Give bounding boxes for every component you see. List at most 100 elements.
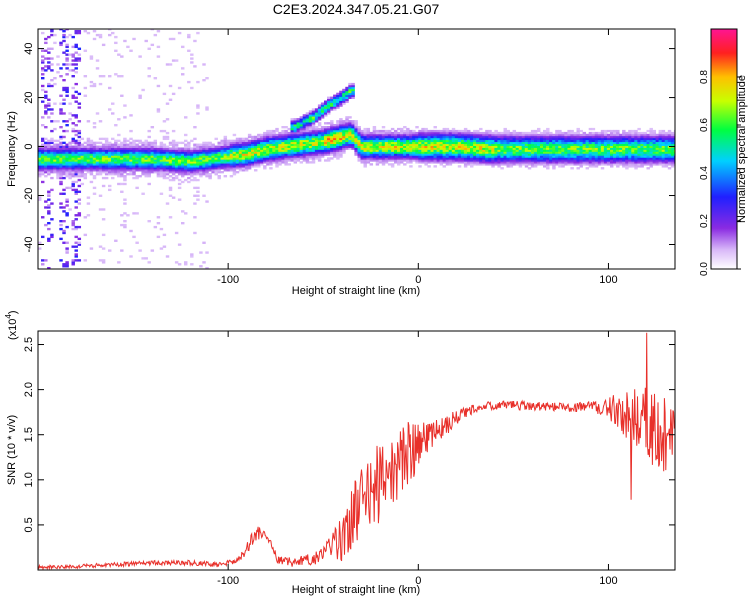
spectrogram-cell: [83, 161, 88, 164]
spectrogram-cell: [372, 159, 377, 162]
spectrogram-cell: [68, 118, 72, 121]
spectrogram-cell: [658, 163, 663, 166]
spectrogram-cell: [129, 151, 133, 154]
spectrogram-cell: [41, 100, 45, 103]
spectrogram-cell: [314, 133, 319, 137]
spectrogram-cell: [628, 157, 632, 160]
spectrogram-cell: [117, 75, 121, 78]
spectrogram-cell: [430, 155, 434, 158]
spectrogram-cell: [184, 178, 188, 182]
spectrogram-cell: [567, 159, 571, 162]
spectrogram-cell: [187, 173, 191, 176]
spectrogram-cell: [457, 139, 462, 143]
spectrogram-cell: [153, 141, 158, 145]
spectrogram-cell: [634, 139, 638, 143]
spectrogram-cell: [378, 155, 383, 158]
spectrogram-cell: [53, 147, 57, 150]
spectrogram-cell: [317, 137, 322, 141]
spectrogram-cell: [351, 122, 355, 125]
spectrogram-cell: [314, 149, 319, 152]
spectrogram-cell: [272, 139, 276, 143]
spectrogram-cell: [62, 165, 66, 168]
spectrogram-cell: [217, 153, 221, 156]
spectrogram-cell: [421, 131, 425, 135]
spectrogram-cell: [226, 143, 231, 146]
spectrogram-cell: [104, 139, 109, 143]
spectrogram-cell: [229, 151, 234, 154]
spectrogram-cell: [181, 210, 185, 213]
spectrogram-cell: [330, 133, 334, 137]
spectrogram-cell: [342, 141, 346, 145]
spectrogram-cell: [415, 137, 419, 141]
spectrogram-cell: [104, 143, 109, 146]
spectrogram-cell: [263, 131, 267, 135]
spectrogram-cell: [503, 143, 507, 146]
spectrogram-cell: [232, 143, 237, 146]
spectrogram-cell: [144, 163, 148, 166]
spectrogram-cell: [345, 141, 349, 145]
spectrogram-cell: [254, 163, 258, 166]
spectrogram-cell: [144, 147, 148, 150]
spectrogram-cell: [308, 153, 313, 156]
spectrogram-cell: [181, 149, 185, 152]
spectrogram-cell: [561, 139, 565, 143]
spectrogram-cell: [603, 133, 608, 137]
spectrogram-cell: [305, 149, 310, 152]
spectrogram-cell: [68, 171, 72, 174]
spectrogram-cell: [594, 141, 599, 145]
spectrogram-cell: [71, 69, 75, 72]
spectrogram-cell: [272, 155, 276, 158]
spectrogram-cell: [244, 139, 249, 143]
spectrogram-cell: [144, 149, 148, 152]
spectrogram-cell: [92, 175, 97, 178]
spectrogram-cell: [108, 165, 112, 168]
spectrogram-cell: [41, 116, 45, 119]
spectrogram-cell: [567, 133, 571, 137]
spectrogram-cell: [181, 67, 185, 70]
spectrogram-cell: [576, 143, 580, 146]
spectrogram-cell: [667, 137, 672, 141]
spectrogram-cell: [302, 118, 307, 121]
spectrogram-cell: [278, 163, 282, 166]
spectrogram-cell: [363, 129, 367, 133]
spectrogram-cell: [171, 167, 176, 170]
spectrogram-cell: [610, 163, 614, 166]
spectrogram-cell: [394, 147, 398, 150]
spectrogram-cell: [129, 165, 133, 168]
spectrogram-cell: [333, 151, 337, 154]
spectrogram-cell: [652, 151, 657, 154]
spectrogram-cell: [114, 171, 118, 174]
spectrogram-cell: [229, 159, 234, 162]
spectrogram-cell: [351, 120, 355, 123]
spectrogram-cell: [314, 114, 319, 117]
spectrogram-cell: [421, 129, 425, 133]
spectrogram-cell: [74, 169, 78, 172]
spectrogram-cell: [126, 169, 130, 172]
spectrogram-cell: [187, 157, 191, 160]
spectrogram-cell: [616, 165, 620, 168]
spectrogram-cell: [50, 235, 54, 239]
spectrogram-cell: [205, 106, 209, 109]
spectrogram-cell: [272, 137, 276, 141]
spectrogram-cell: [144, 139, 148, 143]
spectrogram-cell: [622, 163, 626, 166]
spectrogram-cell: [101, 247, 106, 250]
spectrogram-cell: [622, 143, 626, 146]
spectrogram-cell: [424, 129, 428, 133]
spectrogram-cell: [120, 149, 124, 152]
spectrogram-cell: [439, 163, 444, 166]
spectrogram-cell: [448, 135, 453, 139]
spectrogram-cell: [269, 139, 273, 143]
spectrogram-cell: [418, 137, 422, 141]
spectrogram-cell: [658, 161, 663, 164]
spectrogram-cell: [336, 133, 340, 137]
spectrogram-cell: [260, 145, 264, 148]
spectrogram-cell: [260, 141, 264, 145]
spectrogram-cell: [640, 165, 644, 168]
spectrogram-cell: [628, 149, 632, 152]
spectrogram-cell: [324, 143, 328, 146]
spectrogram-cell: [62, 241, 66, 244]
spectrogram-cell: [381, 133, 386, 137]
spectrogram-cell: [445, 151, 450, 154]
spectrogram-cell: [244, 167, 249, 170]
